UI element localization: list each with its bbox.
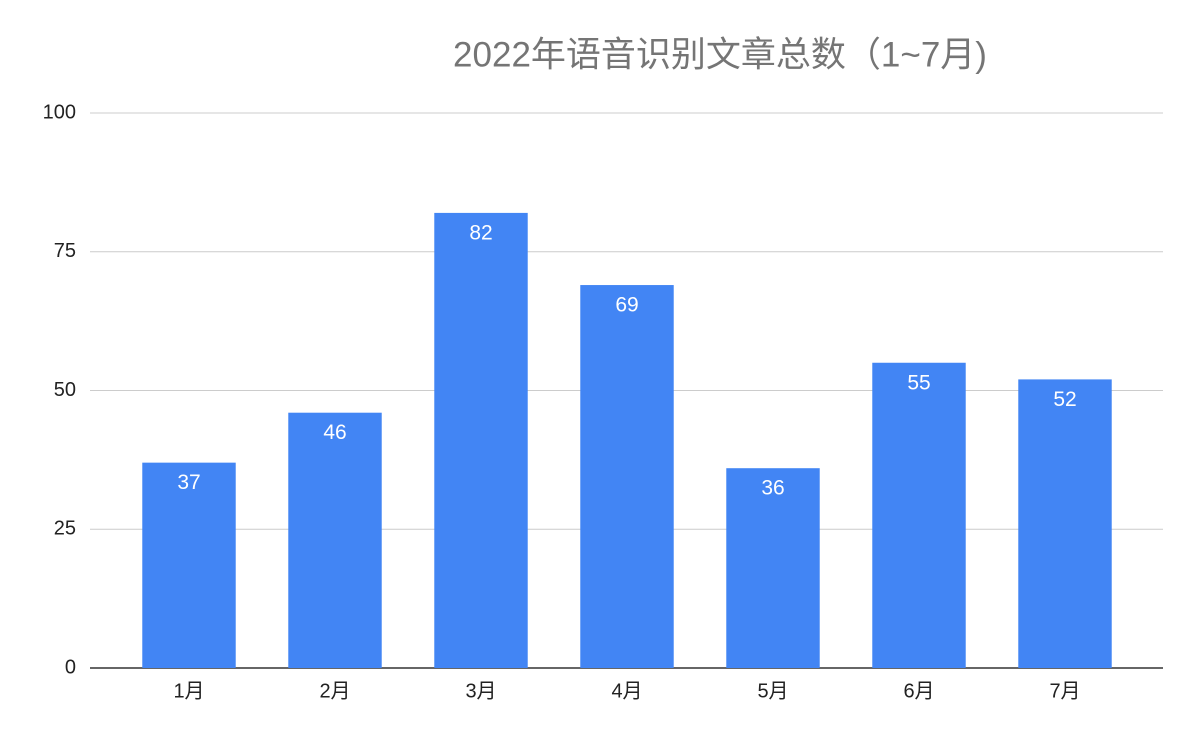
y-tick-label: 50	[54, 379, 76, 401]
x-tick-label: 3月	[465, 680, 496, 702]
y-tick-label: 75	[54, 240, 76, 262]
x-tick-label: 6月	[903, 680, 934, 702]
data-label: 36	[761, 477, 784, 500]
y-tick-label: 100	[43, 101, 76, 123]
data-label: 55	[907, 371, 930, 394]
bar	[1018, 379, 1112, 668]
data-label: 37	[177, 471, 200, 494]
y-tick-label: 25	[54, 518, 76, 540]
x-tick-label: 2月	[319, 680, 350, 702]
bar	[434, 212, 528, 668]
bar	[726, 468, 820, 668]
bar	[142, 462, 236, 668]
data-label: 69	[615, 294, 638, 317]
x-tick-label: 4月	[611, 680, 642, 702]
x-tick-label: 1月	[173, 680, 204, 702]
data-label: 82	[469, 221, 492, 244]
x-tick-label: 7月	[1049, 680, 1080, 702]
chart-title: 2022年语音识别文章总数（1~7月)	[453, 35, 987, 74]
data-label: 52	[1053, 388, 1076, 411]
bar	[288, 412, 382, 668]
bar	[872, 362, 966, 668]
bar	[580, 285, 674, 668]
x-tick-label: 5月	[757, 680, 788, 702]
y-tick-label: 0	[65, 656, 76, 678]
data-label: 46	[323, 421, 346, 444]
